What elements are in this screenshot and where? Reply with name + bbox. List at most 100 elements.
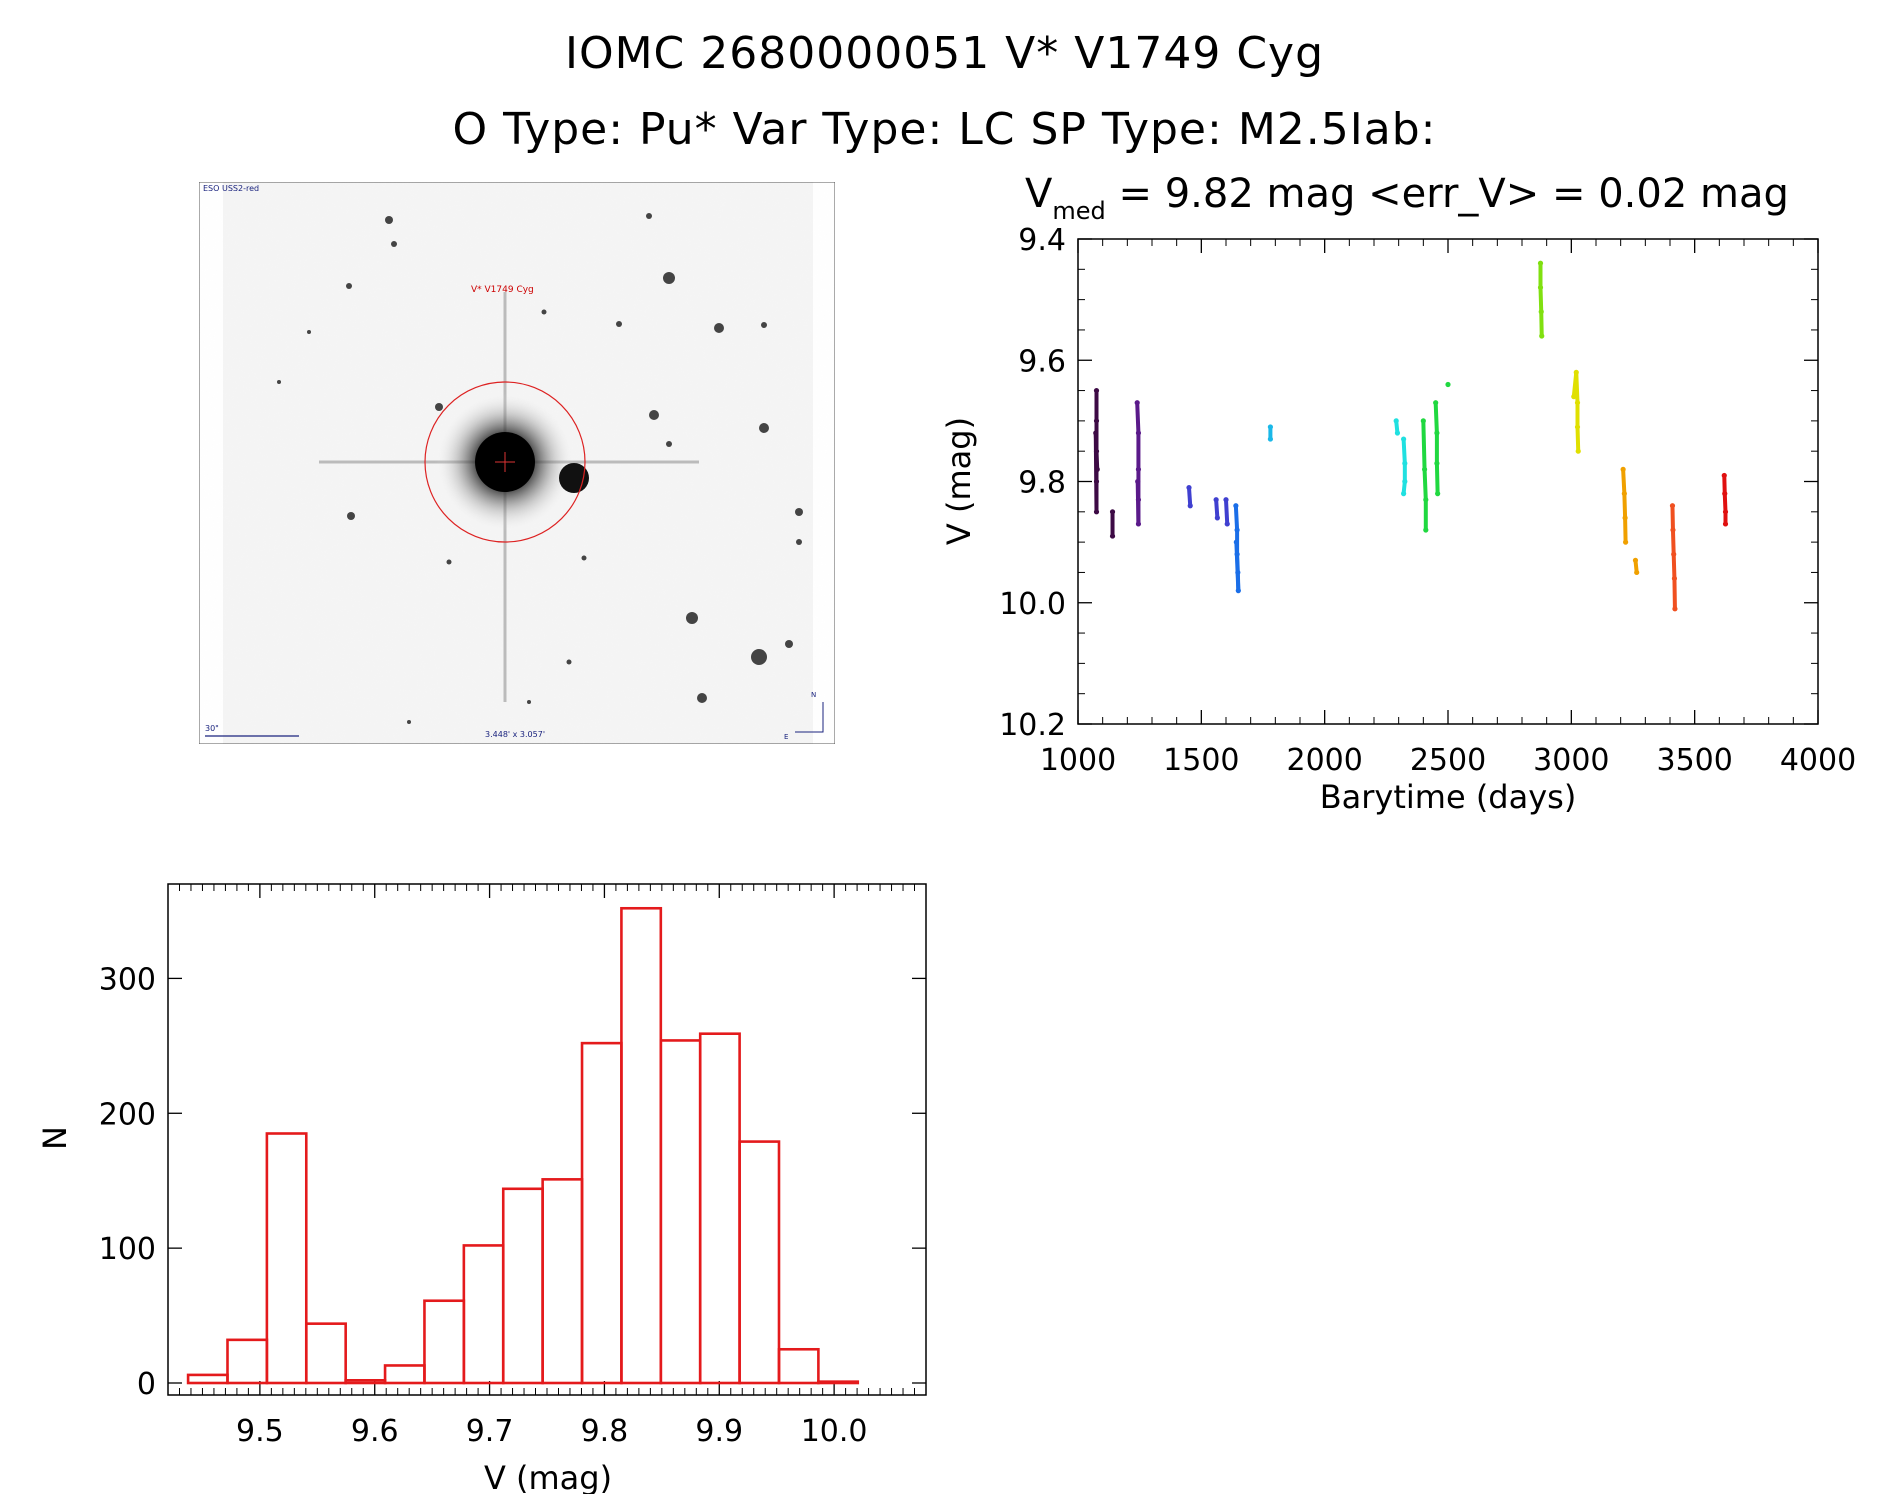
hist-ytick-label: 300 xyxy=(99,962,156,997)
hist-xtick-label: 9.9 xyxy=(695,1414,743,1449)
scale-label: 30" xyxy=(205,724,219,733)
lc-ytick-label: 9.8 xyxy=(1018,466,1066,501)
lc-point xyxy=(1539,333,1545,339)
lc-point-cluster xyxy=(1621,467,1627,496)
hist-bar xyxy=(423,1299,466,1385)
lc-xtick-label: 3000 xyxy=(1533,743,1609,778)
lc-point xyxy=(1423,527,1429,533)
hist-plot-frame xyxy=(167,883,927,1396)
east-label: E xyxy=(784,733,788,741)
lc-xtick-label: 1500 xyxy=(1163,743,1239,778)
lc-point-cluster xyxy=(1187,485,1193,508)
lc-ylabel: V (mag) xyxy=(940,417,978,545)
lc-point-cluster xyxy=(1234,540,1241,593)
lc-point-cluster xyxy=(1214,497,1220,520)
hist-bar xyxy=(580,1041,623,1385)
size-label: 3.448' x 3.057' xyxy=(485,730,545,739)
lc-xtick-label: 3500 xyxy=(1656,743,1732,778)
lc-point xyxy=(1094,466,1100,472)
hist-ytick-label: 200 xyxy=(99,1097,156,1132)
chart-title: IOMC 2680000051 V* V1749 Cyg xyxy=(564,28,1325,79)
hist-xtick-label: 9.6 xyxy=(351,1414,399,1449)
target-label: V* V1749 Cyg xyxy=(471,285,534,295)
lc-point xyxy=(1401,491,1407,497)
lc-point-cluster xyxy=(1622,491,1628,520)
hist-xtick-label: 9.8 xyxy=(581,1414,629,1449)
survey-label: ESO USS2-red xyxy=(203,184,259,193)
hist-xlabel: V (mag) xyxy=(484,1459,612,1494)
sky-image-panel: ESO USS2-red V* V1749 Cyg 30" 3.448' x 3… xyxy=(198,181,836,745)
lc-point xyxy=(1722,521,1729,527)
hist-bar xyxy=(344,1379,387,1385)
compass-arrows xyxy=(795,702,824,733)
hist-bar xyxy=(620,906,663,1385)
lc-point-cluster xyxy=(1135,400,1141,435)
lc-xtick-label: 1000 xyxy=(1040,743,1116,778)
hist-xtick-label: 9.7 xyxy=(466,1414,514,1449)
lc-point-cluster xyxy=(1093,431,1100,472)
lc-point xyxy=(1672,606,1678,612)
lc-xtick-label: 2500 xyxy=(1410,743,1486,778)
lc-point-cluster xyxy=(1421,418,1427,472)
hist-bar xyxy=(226,1338,269,1385)
hist-bar xyxy=(265,1132,308,1385)
hist-bar xyxy=(501,1187,544,1385)
lc-point xyxy=(1109,533,1116,539)
chart-subtitle: O Type: Pu* Var Type: LC SP Type: M2.5Ia… xyxy=(452,104,1437,155)
median-label: Vmed = 9.82 mag <err_V> = 0.02 mag xyxy=(1025,171,1789,225)
lc-point xyxy=(1435,491,1441,497)
hist-ytick-label: 0 xyxy=(137,1367,156,1402)
lc-point-cluster xyxy=(1422,467,1428,502)
lc-point xyxy=(1233,539,1239,545)
lc-xlabel: Barytime (days) xyxy=(1320,778,1577,816)
lc-point xyxy=(1575,448,1581,454)
hist-ytick-label: 100 xyxy=(99,1232,156,1267)
lc-point xyxy=(1634,569,1640,576)
hist-bar xyxy=(186,1373,229,1385)
lc-point xyxy=(1214,515,1220,521)
lc-point-cluster xyxy=(1224,497,1230,526)
light-curve-chart: Vmed = 9.82 mag <err_V> = 0.02 mag 1000 1… xyxy=(940,171,1856,816)
lc-ytick-label: 10.0 xyxy=(999,587,1066,622)
lc-data-points xyxy=(1093,260,1729,612)
lc-point-cluster xyxy=(1433,400,1439,435)
lc-point-cluster xyxy=(1135,479,1141,526)
field-stars xyxy=(277,213,803,724)
hist-bar xyxy=(777,1347,820,1385)
hist-bar xyxy=(738,1140,781,1385)
lc-point xyxy=(1267,436,1273,442)
hist-xtick-label: 10.0 xyxy=(801,1414,868,1449)
lc-point xyxy=(1623,539,1629,545)
hist-ylabel: N xyxy=(36,1126,74,1150)
lc-point-cluster xyxy=(1233,503,1240,532)
lc-ytick-label: 10.2 xyxy=(999,708,1066,743)
hist-bar xyxy=(383,1364,426,1385)
hist-bars xyxy=(186,906,860,1385)
lc-point-cluster xyxy=(1670,528,1676,557)
hist-bar xyxy=(304,1322,347,1385)
lc-xtick-label: 2000 xyxy=(1286,743,1362,778)
hist-bar xyxy=(659,1039,702,1385)
hist-bar xyxy=(698,1032,741,1385)
lc-point-cluster xyxy=(1434,461,1440,496)
lc-ytick-label: 9.6 xyxy=(1018,344,1066,379)
north-label: N xyxy=(811,691,816,699)
hist-bar xyxy=(817,1380,860,1385)
hist-bar xyxy=(541,1178,584,1385)
hist-xtick-label: 9.5 xyxy=(236,1414,284,1449)
lc-ytick-label: 9.4 xyxy=(1018,223,1066,258)
lc-point-cluster xyxy=(1575,424,1581,454)
lc-point-cluster xyxy=(1574,370,1580,405)
hist-bar xyxy=(462,1244,505,1385)
lc-xtick-label: 4000 xyxy=(1780,743,1856,778)
lc-point-cluster xyxy=(1671,552,1677,581)
lc-point-cluster xyxy=(1401,437,1407,466)
lc-point xyxy=(1445,381,1451,388)
lc-point-cluster xyxy=(1722,491,1728,514)
lc-point xyxy=(1224,521,1230,527)
lc-point-cluster xyxy=(1538,285,1544,314)
lc-point xyxy=(1187,503,1193,509)
lc-point xyxy=(1135,478,1141,485)
lc-point xyxy=(1394,430,1401,436)
